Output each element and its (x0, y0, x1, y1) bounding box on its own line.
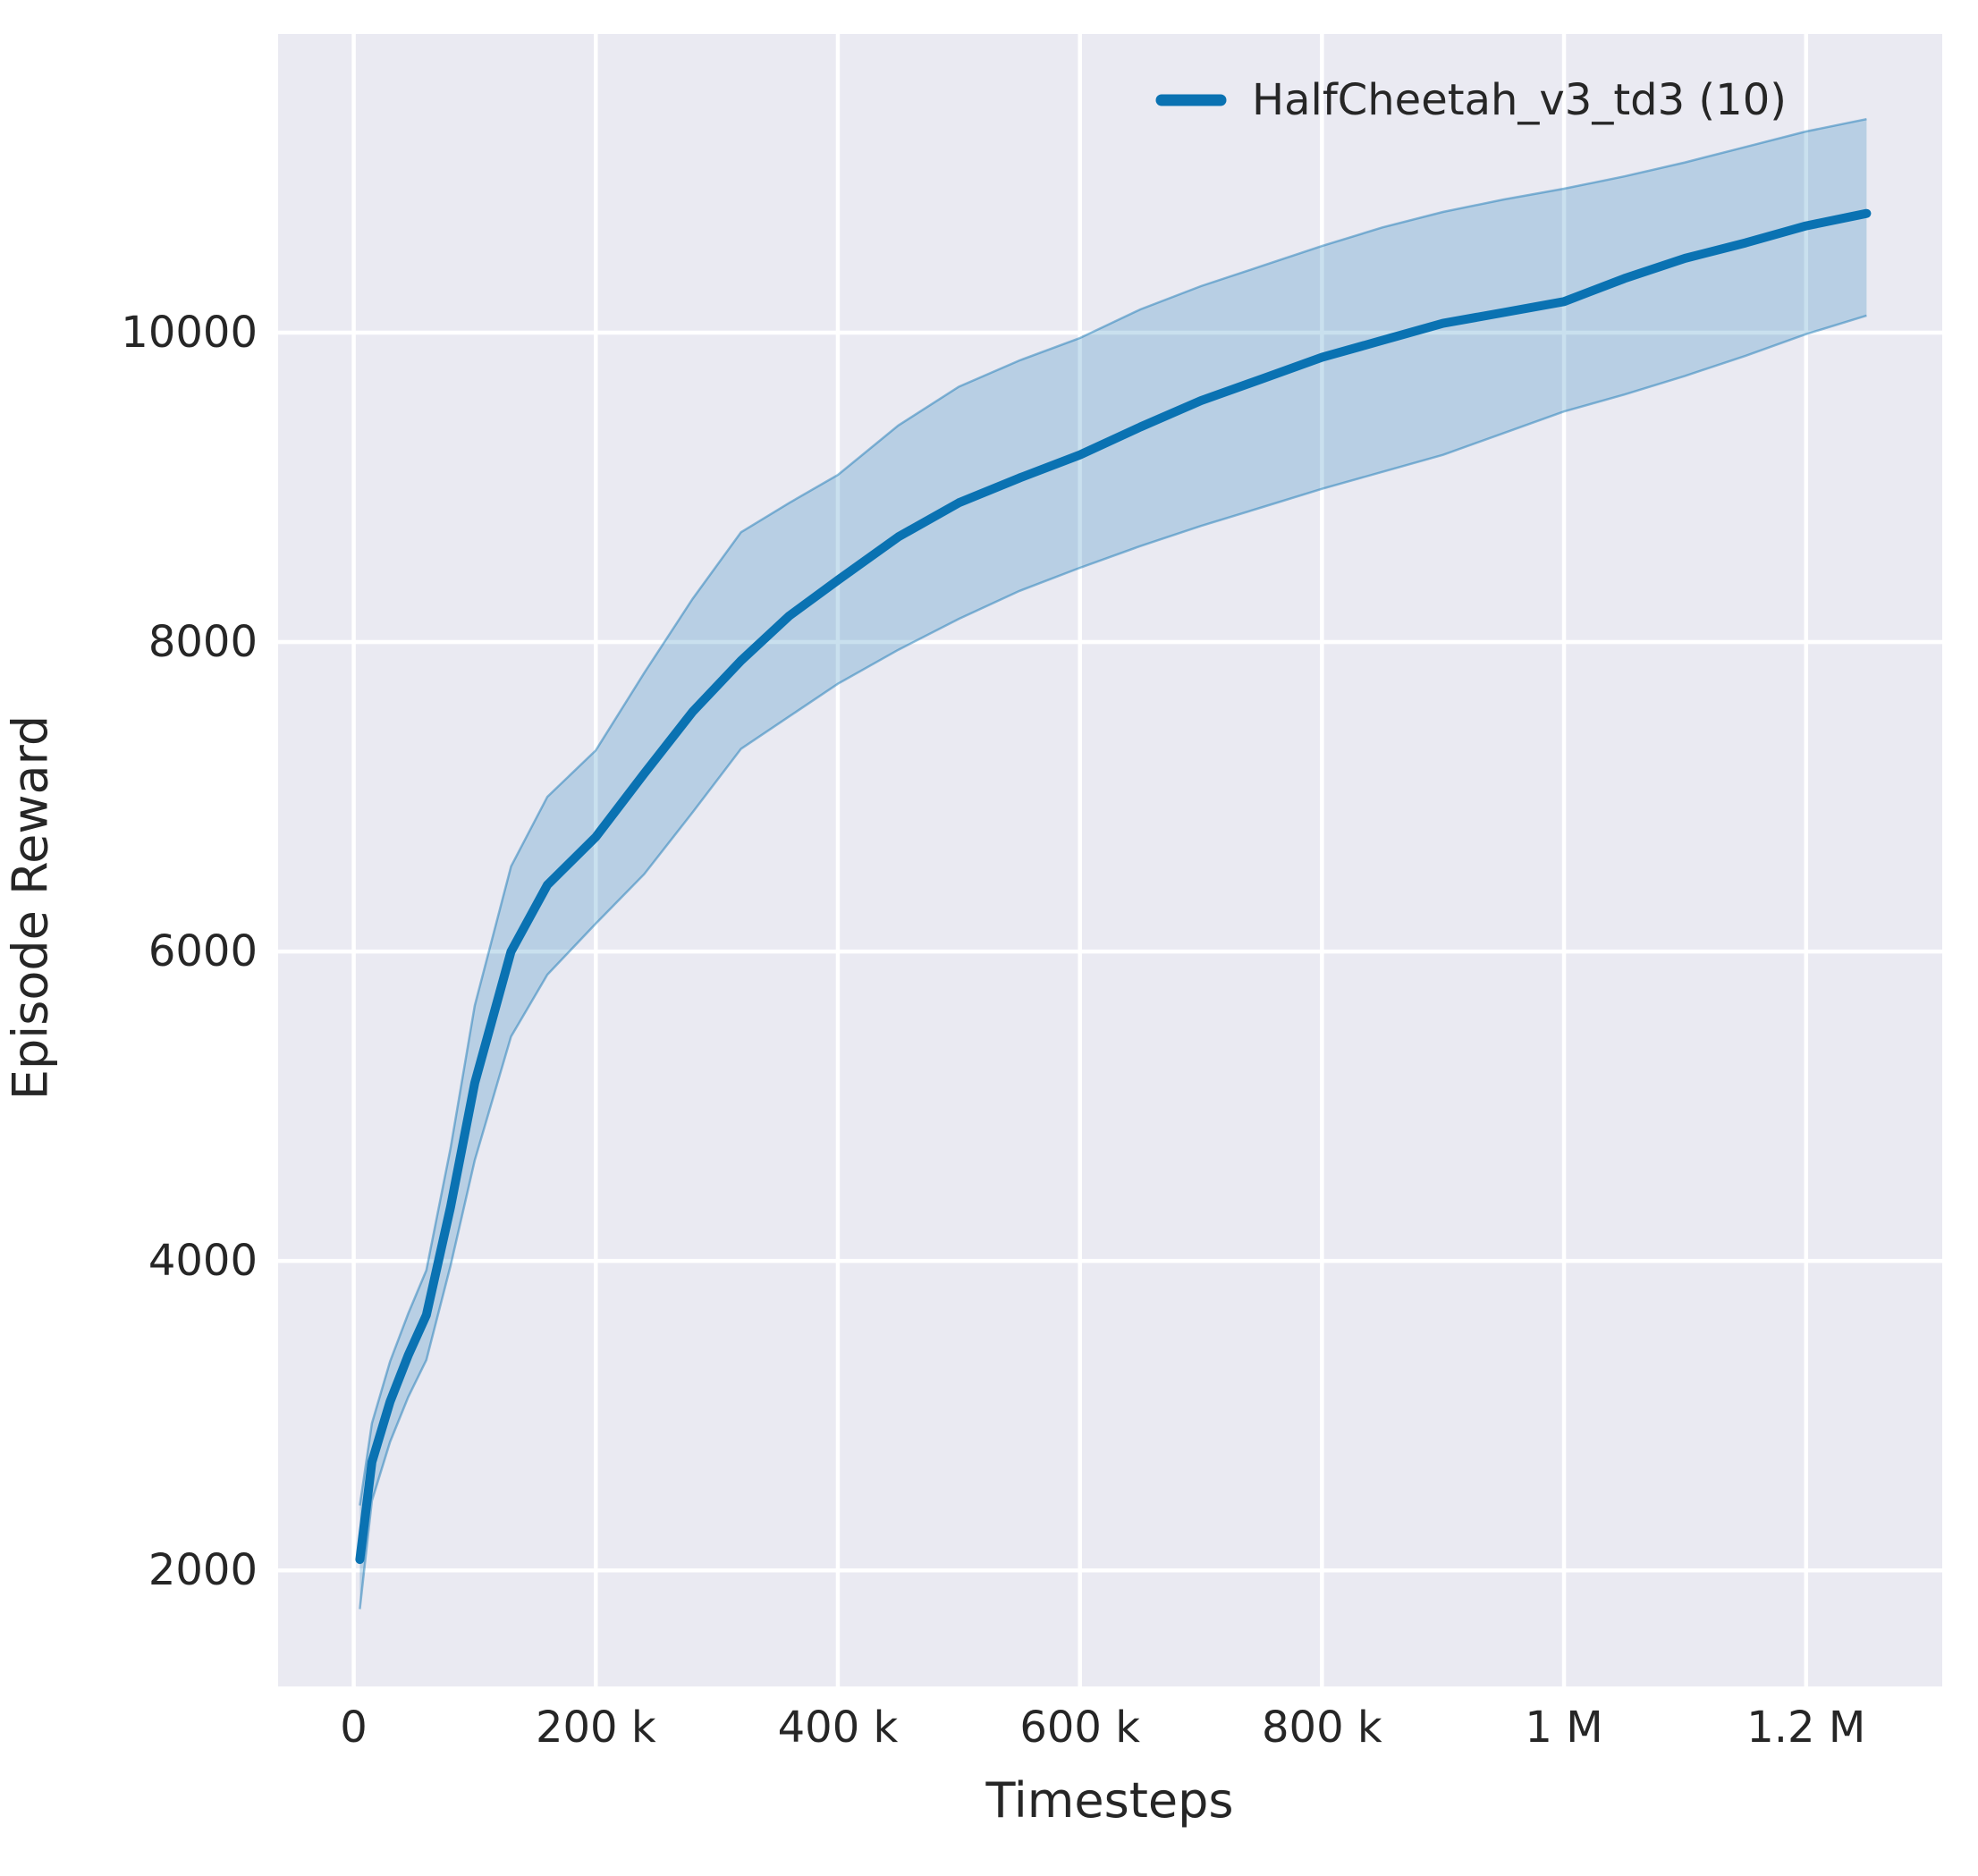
x-tick-label: 1 M (1525, 1703, 1603, 1753)
y-tick-label: 6000 (148, 926, 258, 977)
mean-reward-line (355, 208, 1872, 1565)
x-tick-label: 1.2 M (1746, 1703, 1866, 1753)
y-tick-label: 2000 (148, 1545, 258, 1596)
y-tick-label: 8000 (148, 617, 258, 668)
x-tick-label: 800 k (1262, 1703, 1382, 1753)
legend-line-swatch (1155, 94, 1227, 106)
y-tick-label: 4000 (148, 1236, 258, 1287)
legend: HalfCheetah_v3_td3 (10) (1155, 72, 1787, 129)
confidence-band-upper-edge (359, 117, 1867, 1506)
confidence-band (359, 119, 1867, 1610)
x-axis-label: Timesteps (985, 1772, 1234, 1829)
y-tick-label: 10000 (121, 307, 258, 358)
x-tick-label: 600 k (1019, 1703, 1140, 1753)
x-tick-label: 400 k (777, 1703, 899, 1753)
x-tick-label: 200 k (535, 1703, 656, 1753)
x-tick-label: 0 (340, 1703, 368, 1753)
confidence-band-lower-edge (359, 314, 1867, 1610)
legend-label: HalfCheetah_v3_td3 (10) (1252, 75, 1787, 125)
axes-background (278, 34, 1942, 1686)
y-axis-label: Episode Reward (2, 714, 59, 1101)
